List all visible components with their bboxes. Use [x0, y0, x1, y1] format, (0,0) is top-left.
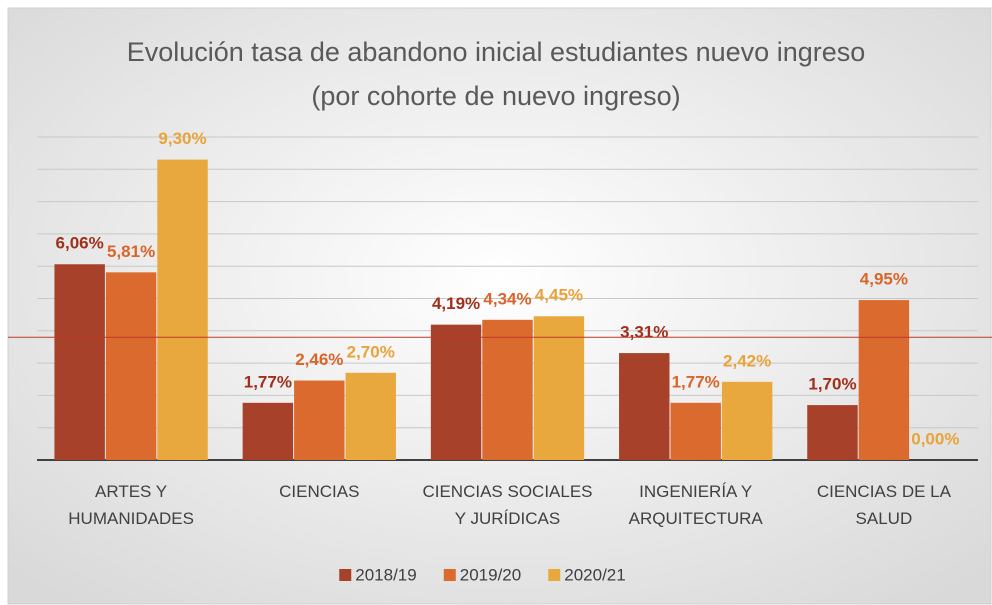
bar — [721, 381, 773, 460]
data-label: 2,70% — [347, 342, 395, 361]
data-label: 6,06% — [56, 234, 104, 253]
data-label: 1,77% — [672, 372, 720, 391]
bar — [807, 405, 858, 460]
data-label: 4,19% — [432, 294, 480, 313]
chart-title: Evolución tasa de abandono inicial estud… — [126, 37, 866, 111]
x-tick-label: CIENCIAS DE LA SALUD — [816, 482, 951, 528]
data-label: 3,31% — [620, 323, 668, 342]
x-tick-label: CIENCIAS — [279, 482, 360, 501]
x-tick-label: INGENIERÍA Y ARQUITECTURA — [628, 482, 763, 528]
bar — [430, 324, 482, 460]
bar — [294, 380, 345, 460]
data-label: 2,46% — [295, 350, 343, 369]
legend-label: 2020/21 — [564, 565, 625, 584]
bar — [858, 300, 910, 460]
bar — [619, 353, 670, 460]
bar — [105, 272, 157, 460]
x-tick-label: CIENCIAS SOCIALES Y JURÍDICAS — [422, 482, 593, 528]
data-label: 2,42% — [723, 351, 771, 370]
bar — [533, 316, 585, 460]
data-label: 4,95% — [860, 270, 908, 289]
data-label: 1,77% — [244, 372, 292, 391]
data-label: 9,30% — [158, 129, 206, 148]
legend-swatch — [548, 569, 561, 581]
data-label: 5,81% — [107, 242, 155, 261]
bar — [242, 402, 294, 460]
bar — [157, 159, 208, 461]
bar — [345, 372, 396, 460]
legend-swatch — [443, 569, 456, 581]
bar — [670, 402, 721, 460]
data-label: 1,70% — [808, 375, 856, 394]
data-label: 0,00% — [911, 429, 959, 448]
legend-label: 2019/20 — [460, 565, 521, 584]
x-tick-label: ARTES Y HUMANIDADES — [68, 482, 194, 528]
data-label: 4,45% — [535, 286, 583, 305]
legend-swatch — [339, 569, 352, 581]
legend-label: 2018/19 — [355, 565, 416, 584]
bar — [482, 319, 533, 460]
data-label: 4,34% — [483, 289, 531, 308]
bar — [54, 264, 105, 460]
